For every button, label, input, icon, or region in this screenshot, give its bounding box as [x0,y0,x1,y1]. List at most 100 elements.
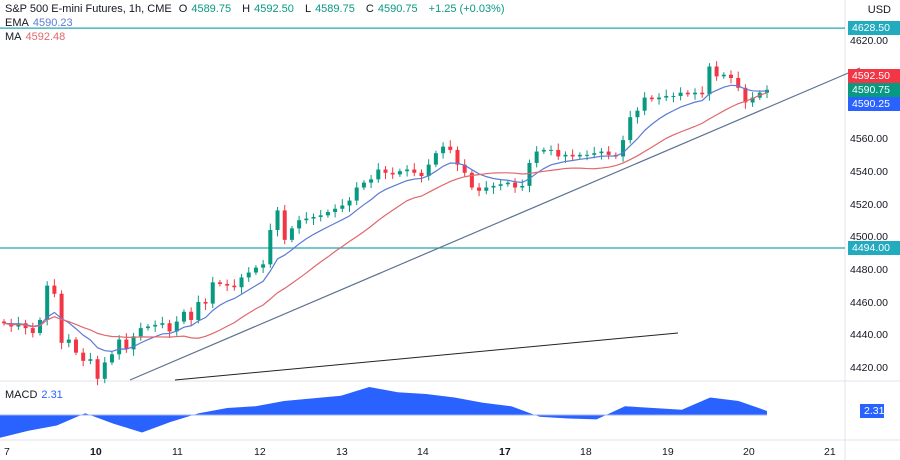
price-tag: 4592.50 [848,69,900,83]
ema-label: EMA [5,17,29,29]
candle-body [369,179,374,183]
candle-body [30,328,35,334]
candle-body [419,172,424,177]
candle-body [102,362,107,379]
macd-value-tag: 2.31 [860,404,884,418]
price-tag: 4494.00 [848,241,900,255]
candle-body [45,285,50,320]
candle-body [685,92,690,95]
candle-body [376,169,381,180]
candle-body [253,267,258,273]
candle-body [549,149,554,151]
open-value: 4589.75 [191,3,232,15]
candle-body [693,92,698,95]
candle-body [131,336,136,350]
close-label: C [365,3,374,15]
candle-body [736,77,741,88]
high-value: 4592.50 [254,3,294,15]
candle-body [455,149,460,165]
candle-body [592,153,597,155]
candle-body [174,321,179,332]
candle-body [289,228,294,240]
open-label: O [178,3,188,15]
candle-body [117,339,122,355]
candle-body [217,282,222,284]
candle-body [153,324,158,327]
candle-body [448,146,453,150]
price-tick-label: 4420.00 [850,362,888,374]
candle-body [635,110,640,118]
candle-body [73,339,78,353]
candle-body [145,326,150,329]
candle-body [498,184,503,186]
uptrend-line [129,67,861,381]
candle-body [606,151,611,155]
price-tick-label: 4480.00 [850,263,888,276]
time-tick-label: 21 [824,446,836,458]
candle-body [714,66,719,77]
candle-body [491,185,496,188]
candle-body [628,117,633,141]
candle-body [318,215,323,217]
ma-value: 4592.48 [25,31,66,43]
candle-body [477,187,482,191]
candle-body [721,74,726,77]
low-label: L [304,3,312,15]
candle-body [340,205,345,209]
ma-line [3,92,768,339]
candle-body [282,210,287,240]
candle-body [160,323,165,325]
time-tick-label: 12 [254,446,266,458]
candle-body [729,74,734,78]
ema-legend[interactable]: EMA 4590.23 [5,17,77,29]
macd-legend[interactable]: MACD 2.31 [5,389,67,401]
time-tick-label: 14 [417,446,429,458]
candle-body [505,182,510,185]
candle-body [225,283,230,286]
time-tick-label: 19 [662,446,674,458]
change-value: +1.25 (+0.03%) [428,3,505,15]
candle-body [361,182,366,188]
price-tick-label: 4440.00 [850,329,888,342]
close-value: 4590.75 [377,3,418,15]
candle-body [412,169,417,173]
candle-body [210,282,215,304]
candle-body [66,339,71,343]
candle-body [261,264,266,268]
candle-body [743,87,748,103]
candle-body [541,149,546,152]
candle-body [649,97,654,100]
candle-body [203,301,208,304]
candle-body [109,354,114,363]
candle-body [513,182,518,188]
candle-body [37,319,42,334]
candle-body [570,154,575,157]
ma-legend[interactable]: MA 4592.48 [5,31,69,43]
candle-body [664,95,669,98]
currency-label[interactable]: USD [862,3,896,17]
candle-body [88,359,93,361]
candle-body [167,323,172,332]
candle-body [239,277,244,288]
candle-body [433,153,438,165]
candle-body [268,230,273,265]
candle-body [95,359,100,379]
candle-body [700,92,705,95]
candle-body [325,212,330,216]
candle-body [181,311,186,322]
candle-body [707,66,712,95]
candle-body [297,220,302,229]
candle-body [397,171,402,175]
time-tick-label: 7 [4,446,10,458]
candle-body [441,146,446,154]
candle-body [189,311,194,320]
ema-line [3,84,768,353]
candle-body [390,172,395,175]
low-value: 4589.75 [315,3,355,15]
candle-body [484,187,489,191]
candle-body [750,97,755,103]
candle-body [671,95,676,97]
candle-body [678,92,683,96]
candle-body [383,169,388,173]
